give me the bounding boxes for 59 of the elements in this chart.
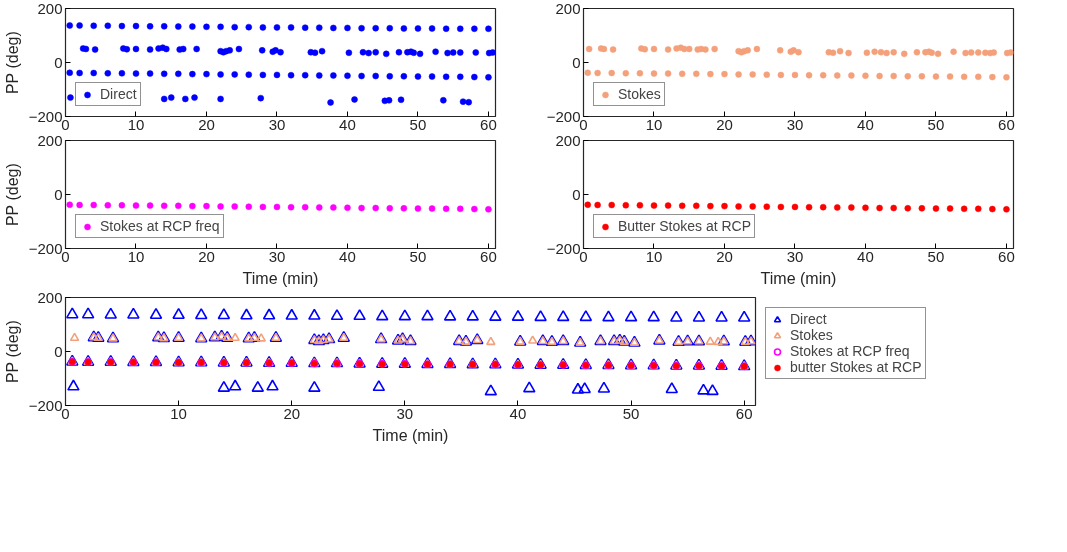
x-tick-label: 20 (198, 247, 215, 265)
x-tick-label: 30 (396, 404, 414, 422)
x-tick-label: 40 (339, 247, 356, 265)
y-tick-label: −200 (28, 107, 63, 125)
x-tick-label: 30 (268, 247, 286, 265)
y-tick-label: −200 (28, 396, 63, 414)
x-tick-label: 60 (480, 115, 497, 133)
x-tick-label: 10 (127, 115, 145, 133)
y-tick-label: 200 (37, 0, 63, 17)
legend-label: Direct (100, 86, 137, 102)
y-tick-label: −200 (546, 239, 581, 257)
y-tick-label: −200 (28, 239, 63, 257)
x-tick-label: 10 (170, 404, 187, 422)
legend-label: butter Stokes at RCP (790, 359, 922, 375)
legend-label: Stokes at RCP freq (790, 343, 910, 359)
legend-label: Direct (790, 311, 827, 327)
y-tick-label: 200 (37, 131, 63, 149)
legend-label: Stokes (790, 327, 833, 343)
x-axis-title: Time (min) (760, 269, 837, 287)
x-tick-label: 50 (622, 404, 640, 422)
y-tick-label: 200 (37, 288, 63, 306)
x-tick-label: 30 (786, 115, 804, 133)
x-tick-label: 30 (268, 115, 286, 133)
legend-label: Butter Stokes at RCP (618, 218, 752, 234)
x-axis-title: Time (min) (242, 269, 319, 287)
x-tick-label: 10 (645, 247, 663, 265)
x-tick-label: 60 (998, 115, 1015, 133)
x-tick-label: 40 (857, 115, 874, 133)
x-axis-title: Time (min) (372, 426, 449, 444)
y-tick-label: 0 (572, 185, 581, 203)
y-tick-label: 0 (54, 342, 63, 360)
x-tick-label: 40 (339, 115, 356, 133)
x-tick-label: 40 (509, 404, 527, 422)
x-tick-label: 50 (409, 115, 427, 133)
y-axis-title: PP (deg) (3, 163, 21, 227)
x-tick-label: 50 (927, 247, 945, 265)
x-tick-label: 50 (927, 115, 945, 133)
legend-label: Stokes at RCP freq (100, 218, 220, 234)
x-tick-label: 10 (127, 247, 145, 265)
x-tick-label: 20 (283, 404, 301, 422)
x-tick-label: 10 (645, 115, 663, 133)
x-tick-label: 40 (857, 247, 874, 265)
x-tick-label: 50 (409, 247, 427, 265)
y-axis-title: PP (deg) (3, 31, 21, 95)
y-tick-label: 0 (572, 53, 581, 71)
y-tick-label: 200 (555, 131, 581, 149)
x-tick-label: 20 (198, 115, 215, 133)
x-tick-label: 60 (735, 404, 753, 422)
y-tick-label: 0 (54, 53, 63, 71)
x-tick-label: 60 (998, 247, 1015, 265)
x-tick-label: 20 (716, 115, 733, 133)
y-axis-title: PP (deg) (3, 320, 21, 384)
y-tick-label: 0 (54, 185, 63, 203)
y-tick-label: 200 (555, 0, 581, 17)
y-tick-label: −200 (546, 107, 581, 125)
x-tick-label: 60 (480, 247, 497, 265)
x-tick-label: 30 (786, 247, 804, 265)
x-tick-label: 20 (716, 247, 733, 265)
legend-label: Stokes (618, 86, 661, 102)
